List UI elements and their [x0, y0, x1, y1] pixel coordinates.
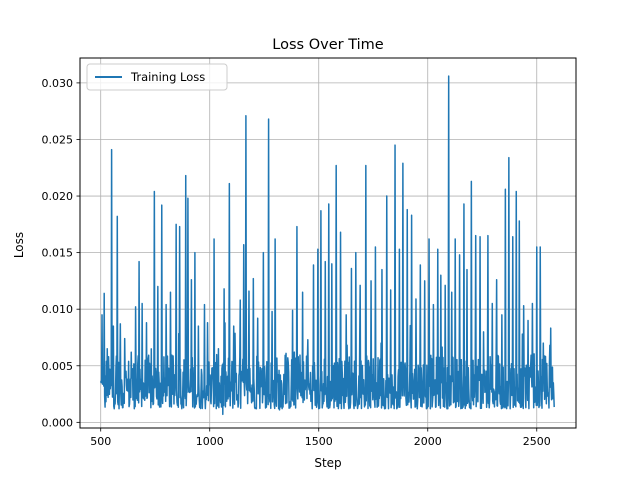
- y-tick-label: 0.010: [42, 303, 74, 316]
- legend: Training Loss: [86, 63, 228, 91]
- plot-area: [99, 75, 555, 416]
- x-tick-label: 1500: [305, 435, 333, 448]
- x-tick-label: 500: [90, 435, 111, 448]
- y-tick-label: 0.005: [42, 360, 74, 373]
- x-axis-ticks: 500 1000 1500 2000 2500: [90, 428, 551, 448]
- y-axis-ticks: 0.000 0.005 0.010 0.015 0.020 0.025 0.030: [42, 77, 80, 429]
- x-axis-label: Step: [314, 456, 341, 470]
- x-tick-label: 2500: [523, 435, 551, 448]
- y-axis-label: Loss: [12, 232, 26, 258]
- axes-frame: [79, 57, 577, 429]
- chart-title: Loss Over Time: [272, 37, 383, 53]
- y-tick-label: 0.030: [42, 77, 74, 90]
- legend-box: [86, 63, 228, 91]
- legend-label: Training Loss: [130, 70, 205, 84]
- training-loss-line: [99, 75, 555, 416]
- y-tick-label: 0.015: [42, 247, 74, 260]
- x-tick-label: 2000: [414, 435, 442, 448]
- y-tick-label: 0.020: [42, 190, 74, 203]
- y-tick-label: 0.025: [42, 133, 74, 146]
- x-tick-label: 1000: [196, 435, 224, 448]
- y-tick-label: 0.000: [42, 416, 74, 429]
